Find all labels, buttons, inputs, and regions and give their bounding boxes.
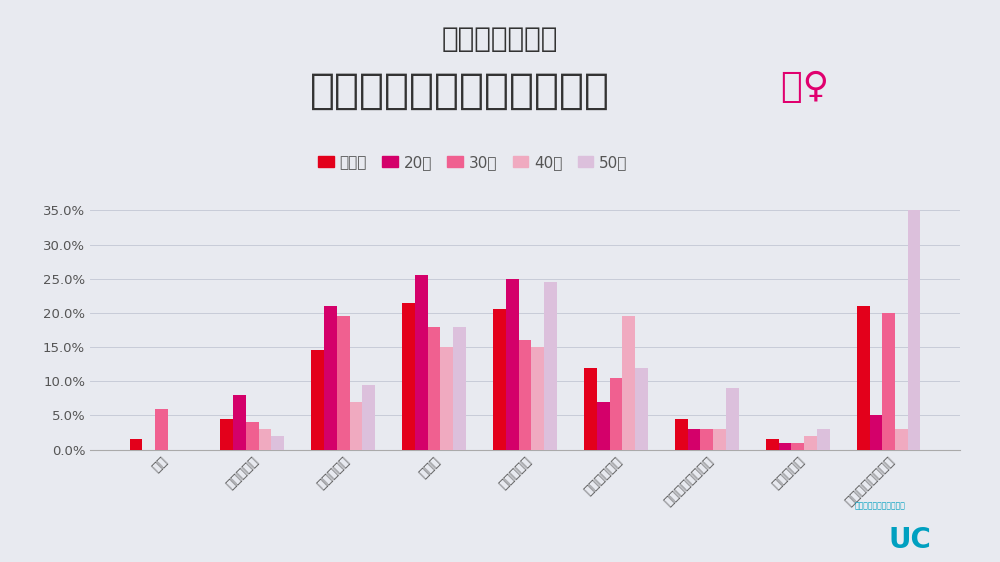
- Bar: [440, 347, 453, 450]
- Bar: [531, 347, 544, 450]
- Bar: [622, 316, 635, 450]
- Bar: [597, 402, 610, 450]
- Bar: [544, 282, 557, 450]
- Bar: [519, 340, 531, 450]
- Bar: [791, 443, 804, 450]
- Bar: [362, 384, 375, 450]
- Bar: [779, 443, 791, 450]
- Bar: [870, 415, 882, 450]
- Bar: [246, 422, 259, 450]
- Bar: [713, 429, 726, 450]
- Text: UC: UC: [889, 525, 931, 554]
- Bar: [895, 429, 908, 450]
- Bar: [220, 419, 233, 450]
- Bar: [311, 351, 324, 450]
- Bar: [506, 279, 519, 450]
- Bar: [233, 395, 246, 450]
- Bar: [882, 313, 895, 450]
- Text: 🚶‍♀️: 🚶‍♀️: [781, 70, 829, 104]
- Bar: [675, 419, 688, 450]
- Text: ユナイテッドクリニック: ユナイテッドクリニック: [855, 501, 905, 510]
- Bar: [155, 409, 168, 450]
- Bar: [908, 210, 920, 450]
- Legend: 全年代, 20代, 30代, 40代, 50代: 全年代, 20代, 30代, 40代, 50代: [312, 149, 633, 176]
- Bar: [584, 368, 597, 450]
- Bar: [428, 327, 440, 450]
- Bar: [804, 436, 817, 450]
- Bar: [453, 327, 466, 450]
- Bar: [130, 439, 142, 450]
- Bar: [259, 429, 271, 450]
- Bar: [635, 368, 648, 450]
- Bar: [337, 316, 350, 450]
- Bar: [700, 429, 713, 450]
- Bar: [610, 378, 622, 450]
- Bar: [402, 303, 415, 450]
- Text: ～女性に聞く～: ～女性に聞く～: [442, 25, 558, 53]
- Bar: [324, 306, 337, 450]
- Bar: [350, 402, 362, 450]
- Bar: [271, 436, 284, 450]
- Bar: [415, 275, 428, 450]
- Bar: [857, 306, 870, 450]
- Bar: [817, 429, 830, 450]
- Bar: [766, 439, 779, 450]
- Bar: [493, 310, 506, 450]
- Bar: [688, 429, 700, 450]
- Text: 理想のセックスの頻度は？: 理想のセックスの頻度は？: [310, 70, 610, 112]
- Bar: [726, 388, 739, 450]
